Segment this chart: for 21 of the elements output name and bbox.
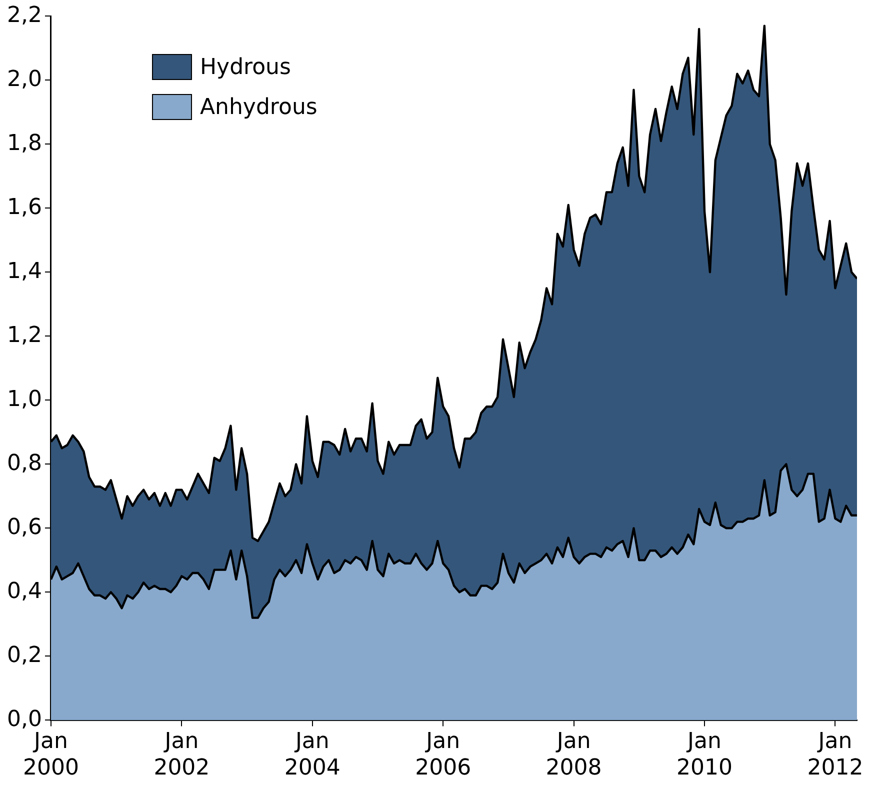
- y-tick-label: 0,8: [6, 450, 42, 476]
- y-tick-label: 0,0: [6, 706, 42, 732]
- x-tick-label: Jan 2002: [154, 729, 210, 781]
- legend-label: Hydrous: [200, 54, 291, 80]
- y-tick-label: 0,4: [6, 578, 42, 604]
- y-tick-label: 0,2: [6, 642, 42, 668]
- y-tick-label: 2,2: [6, 2, 42, 28]
- x-tick-label: Jan 2006: [415, 729, 472, 781]
- x-tick-label: Jan 2012: [807, 729, 864, 781]
- y-tick-label: 1,2: [6, 322, 42, 348]
- y-tick-label: 1,8: [6, 130, 42, 156]
- y-tick-label: 1,6: [6, 194, 42, 220]
- x-tick-label: Jan 2008: [546, 729, 602, 781]
- x-tick-label: Jan 2010: [676, 729, 733, 781]
- y-tick-label: 2,0: [6, 66, 42, 92]
- legend-label: Anhydrous: [200, 94, 318, 120]
- y-tick-label: 1,4: [6, 258, 42, 284]
- y-tick-label: 1,0: [6, 386, 42, 412]
- y-tick-label: 0,6: [6, 514, 42, 540]
- x-tick-label: Jan 2004: [284, 729, 340, 781]
- x-tick-label: Jan 2000: [22, 729, 79, 781]
